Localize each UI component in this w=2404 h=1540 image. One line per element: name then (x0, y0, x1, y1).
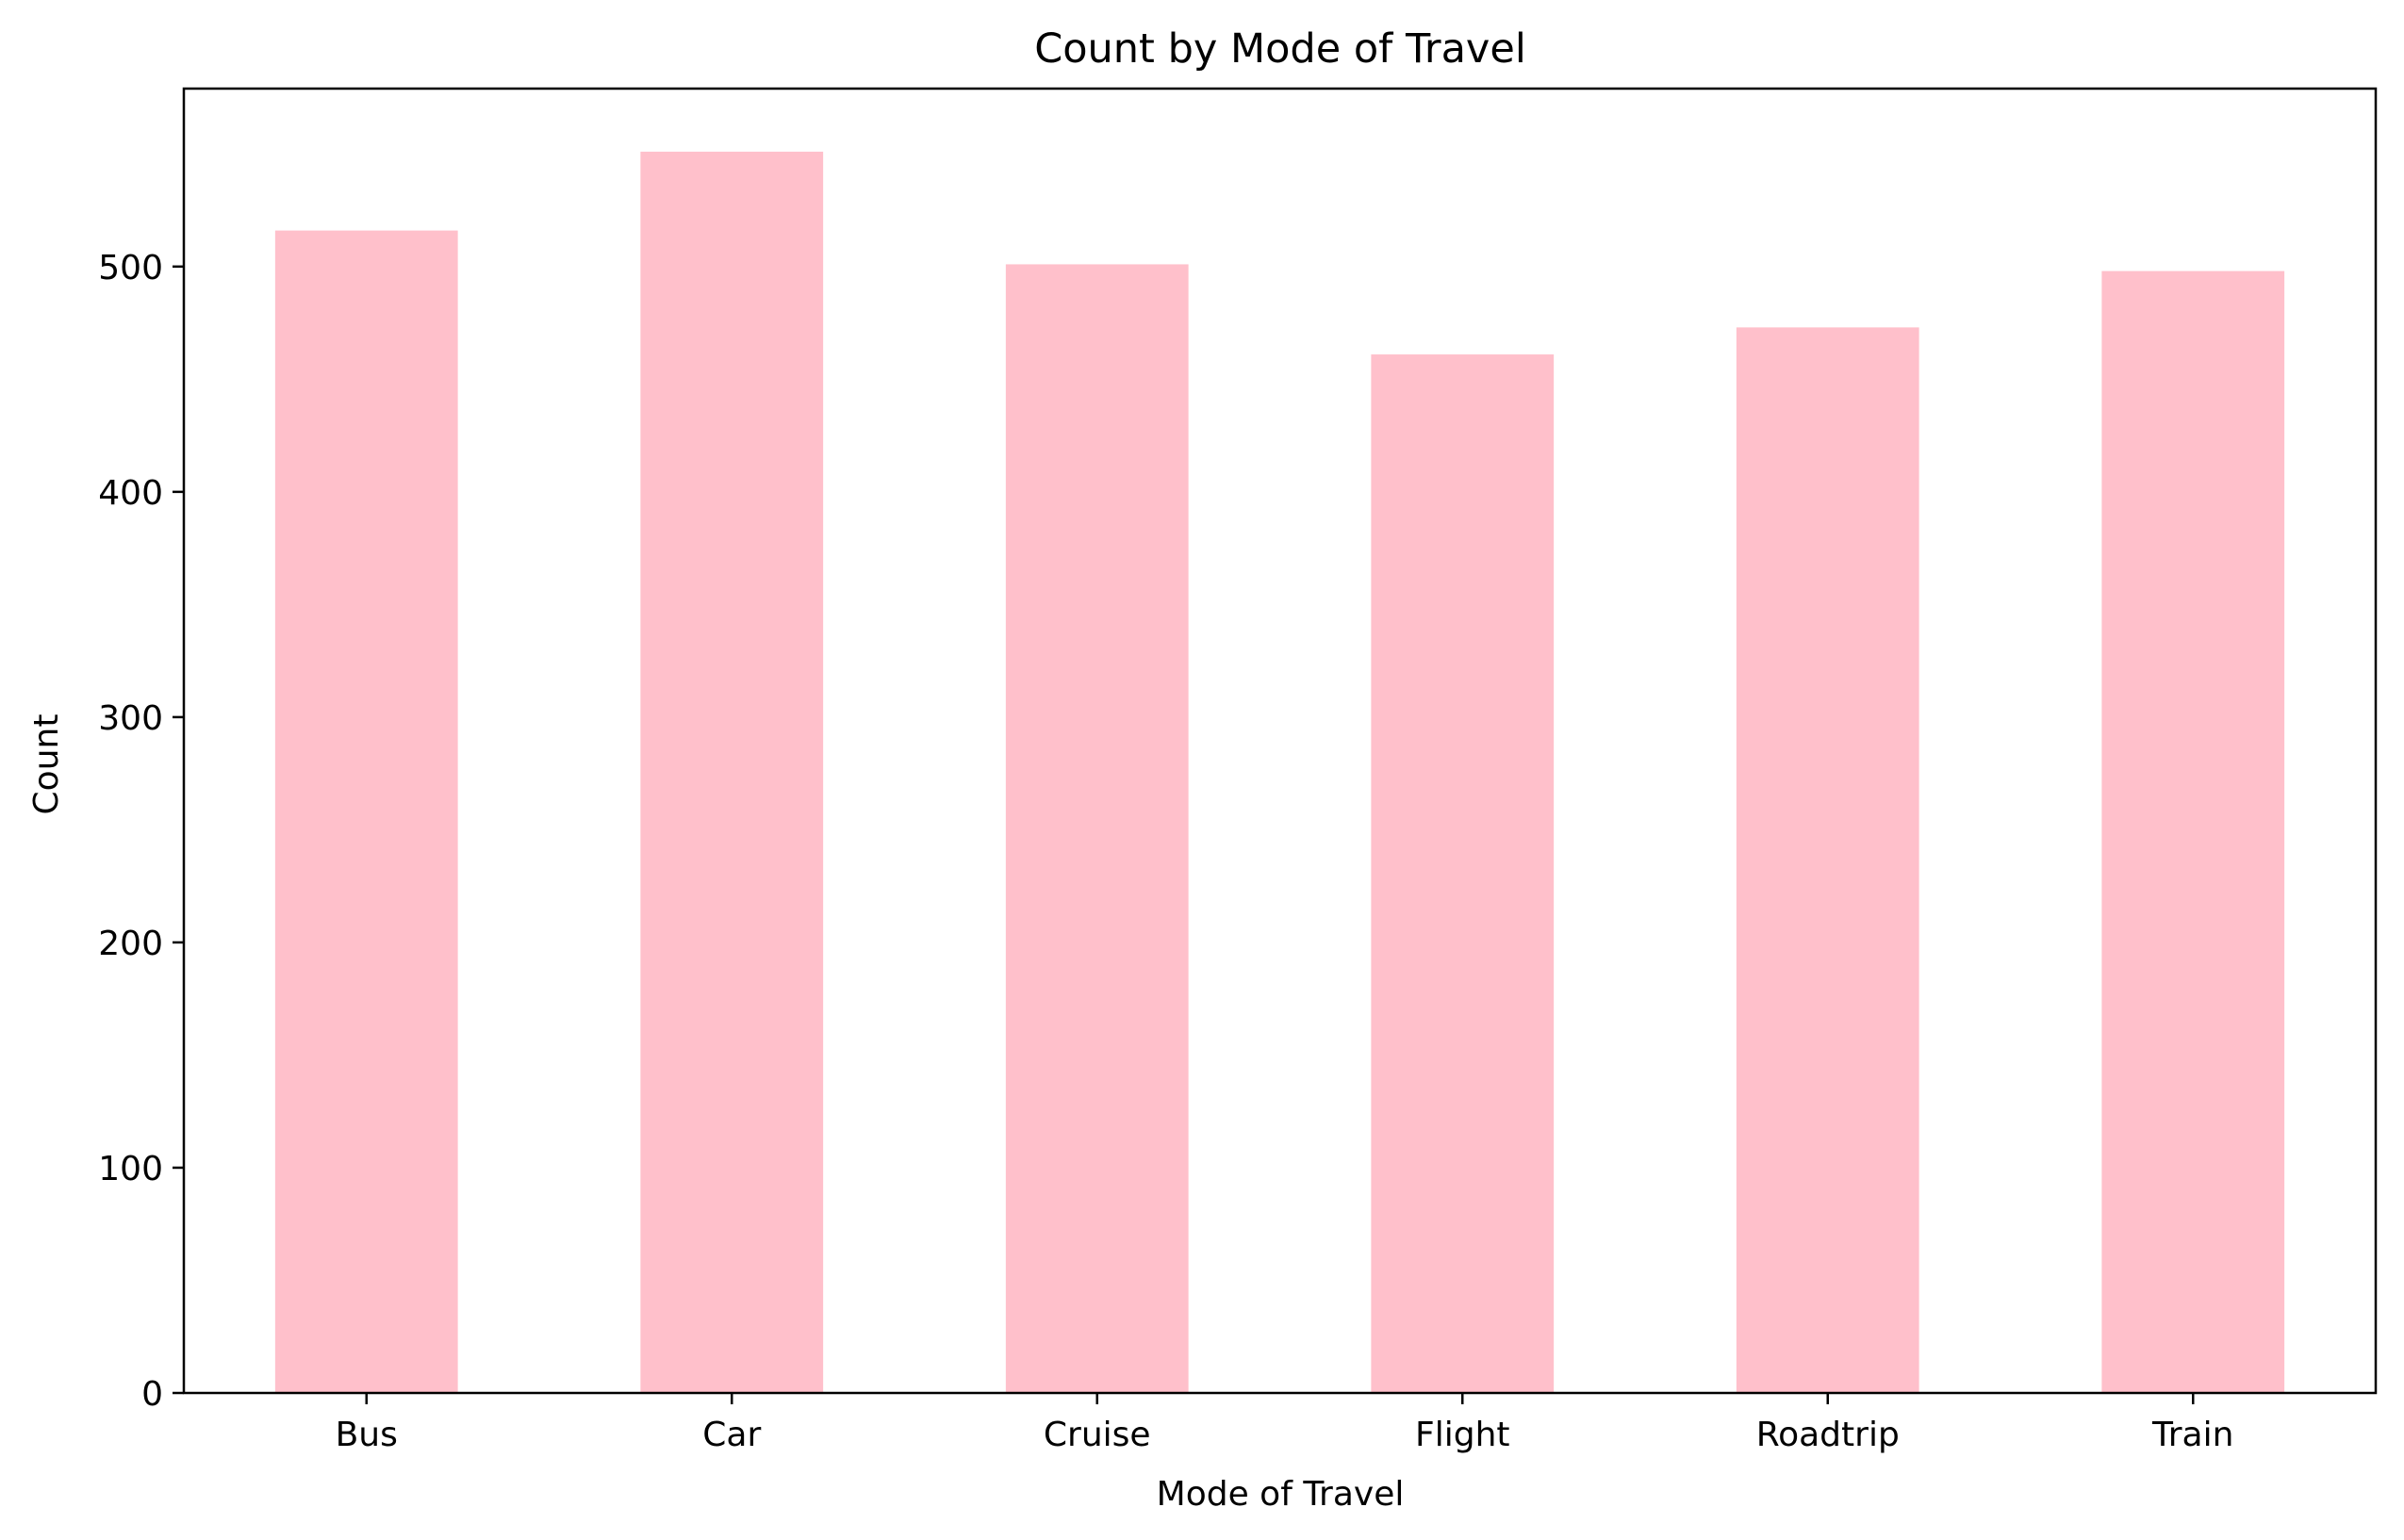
y-axis-ticks: 0 100 200 300 400 500 (98, 249, 184, 1414)
x-tick-label: Train (2151, 1416, 2233, 1454)
bar-train (2101, 270, 2285, 1393)
bars-group (274, 151, 2285, 1394)
bar-flight (1371, 354, 1555, 1393)
x-tick-label: Roadtrip (1756, 1416, 1900, 1454)
x-tick-label: Car (702, 1416, 761, 1454)
bar-bus (274, 230, 458, 1393)
y-tick-label: 300 (98, 699, 163, 738)
x-axis-label: Mode of Travel (1157, 1475, 1405, 1514)
x-tick-label: Cruise (1044, 1416, 1151, 1454)
y-tick-label: 100 (98, 1150, 163, 1188)
y-tick-label: 0 (141, 1375, 163, 1414)
y-axis-label: Count (27, 714, 66, 815)
x-axis-ticks: Bus Car Cruise Flight Roadtrip Train (336, 1393, 2233, 1454)
plot-frame (182, 87, 2378, 1395)
bar-cruise (1005, 264, 1189, 1394)
y-tick-label: 500 (98, 249, 163, 287)
x-tick-label: Bus (336, 1416, 398, 1454)
x-tick-label: Flight (1415, 1416, 1510, 1454)
chart-title: Count by Mode of Travel (1034, 25, 1526, 73)
bar-car (640, 151, 824, 1393)
y-tick-label: 200 (98, 925, 163, 963)
y-tick-label: 400 (98, 474, 163, 513)
bar-roadtrip (1736, 327, 1919, 1394)
